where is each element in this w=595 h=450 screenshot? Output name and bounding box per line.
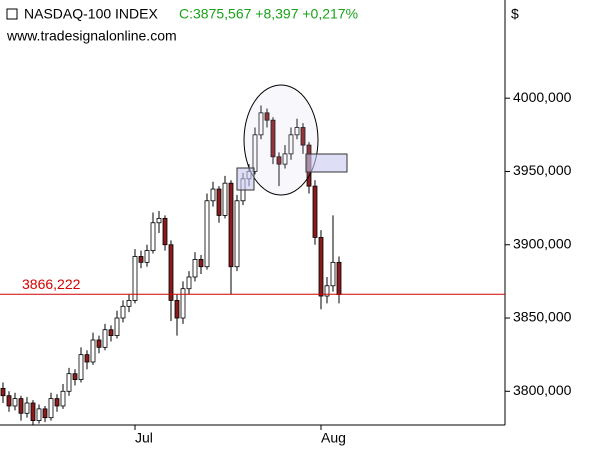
- annotation-circle: [243, 84, 319, 196]
- candle-body: [258, 112, 264, 136]
- x-tick-label: Jul: [135, 430, 153, 446]
- reference-label: 3866,222: [22, 276, 81, 292]
- candle-body: [174, 300, 180, 319]
- candle-body: [312, 185, 318, 238]
- candle-body: [186, 276, 192, 290]
- candle-body: [24, 402, 30, 414]
- candle-body: [0, 387, 6, 397]
- candle-body: [156, 217, 162, 224]
- candle-body: [6, 395, 12, 407]
- candle-body: [108, 329, 114, 337]
- candle-body: [282, 153, 288, 165]
- candle-body: [66, 373, 72, 392]
- candle-body: [228, 182, 234, 268]
- candle-body: [252, 134, 258, 172]
- candle-body: [126, 300, 132, 307]
- candle-body: [102, 329, 108, 348]
- x-tick-label: Aug: [321, 430, 346, 446]
- y-tick-label: 3800,000: [513, 382, 572, 398]
- candle-body: [36, 408, 42, 422]
- candle-body: [150, 222, 156, 252]
- candle-body: [78, 354, 84, 380]
- candles: [0, 105, 342, 425]
- candle-body: [96, 339, 102, 348]
- candle-body: [18, 398, 24, 414]
- candle-body: [222, 182, 228, 216]
- candle-body: [48, 398, 54, 419]
- candle-body: [318, 237, 324, 297]
- candle-body: [234, 200, 240, 268]
- y-tick-label: 4000,000: [513, 89, 572, 105]
- y-unit: $: [511, 6, 519, 22]
- candle-body: [72, 373, 78, 380]
- candle-body: [216, 188, 222, 216]
- candle-body: [204, 200, 210, 268]
- candle-body: [138, 256, 144, 263]
- y-tick-label: 3850,000: [513, 309, 572, 325]
- candle-body: [12, 398, 18, 407]
- candle-body: [30, 402, 36, 422]
- candle-body: [324, 285, 330, 297]
- candle-body: [114, 317, 120, 337]
- candle-body: [120, 305, 126, 319]
- candle-body: [288, 134, 294, 155]
- candle-body: [300, 127, 306, 146]
- y-tick-label: 3950,000: [513, 162, 572, 178]
- annotation-box: [236, 167, 255, 191]
- title-icon: [6, 8, 18, 20]
- quote: C:3875,567 +8,397 +0,217%: [179, 6, 358, 22]
- candle-body: [192, 258, 198, 278]
- candle-body: [144, 250, 150, 263]
- candle-body: [330, 261, 336, 287]
- candle-body: [54, 398, 60, 407]
- candle-body: [276, 156, 282, 165]
- candle-body: [336, 261, 342, 295]
- candle-body: [270, 119, 276, 158]
- candle-body: [162, 217, 168, 246]
- candle-body: [132, 256, 138, 301]
- candle-body: [180, 288, 186, 319]
- y-tick-label: 3900,000: [513, 235, 572, 251]
- subtitle: www.tradesignalonline.com: [6, 28, 177, 44]
- candle-body: [42, 408, 48, 419]
- candle-body: [90, 339, 96, 363]
- chart-title: NASDAQ-100 INDEX: [24, 6, 158, 22]
- candle-body: [210, 188, 216, 202]
- candle-body: [168, 244, 174, 301]
- candle-body: [60, 390, 66, 407]
- annotation-box: [305, 153, 348, 173]
- candle-body: [84, 354, 90, 363]
- candle-body: [294, 127, 300, 136]
- candle-body: [198, 258, 204, 268]
- candle-body: [264, 112, 270, 121]
